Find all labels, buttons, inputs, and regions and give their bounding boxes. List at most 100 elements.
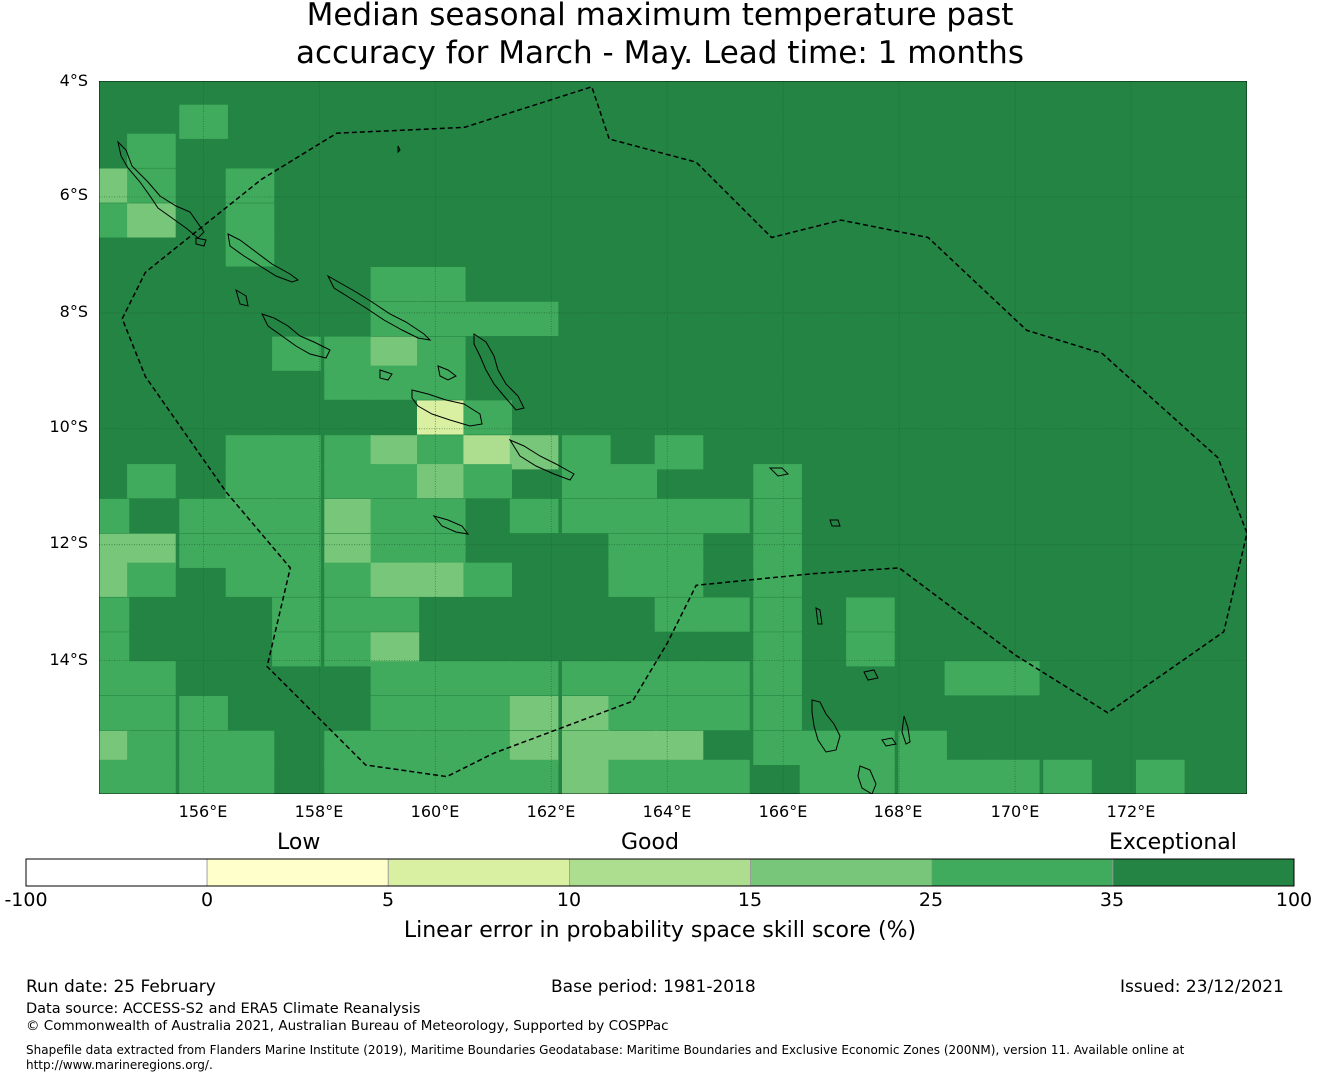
lon-label-162e: 162°E xyxy=(526,802,576,821)
grid-cell xyxy=(608,730,657,765)
lat-label-14s: 14°S xyxy=(49,650,88,669)
coastline-santa-cruz xyxy=(768,467,790,477)
grid-cell xyxy=(562,759,611,794)
coastline-shortland xyxy=(195,237,207,247)
colorbar-label: Linear error in probability space skill … xyxy=(403,918,917,943)
issued-date: Issued: 23/12/2021 xyxy=(1120,977,1284,997)
coastline-guadalcanal xyxy=(411,389,483,427)
grid-cell xyxy=(701,498,750,534)
grid-cell xyxy=(463,759,512,794)
grid-cell xyxy=(324,759,373,794)
grid-cell xyxy=(753,562,802,597)
grid-cell xyxy=(608,661,657,696)
grid-cell xyxy=(509,301,559,336)
lat-label-10s: 10°S xyxy=(49,417,88,436)
grid-cell xyxy=(99,533,130,568)
data-source: Data source: ACCESS-S2 and ERA5 Climate … xyxy=(26,1001,421,1017)
grid-cell xyxy=(562,730,611,765)
shapefile-credit-line1: Shapefile data extracted from Flanders M… xyxy=(26,1043,1185,1057)
coastline-rennell xyxy=(432,515,470,535)
grid-cell xyxy=(846,597,895,632)
grid-cell xyxy=(898,730,947,765)
grid-cell xyxy=(463,464,512,499)
grid-cell xyxy=(1136,759,1185,794)
coastline-santa-isabel xyxy=(326,274,432,341)
grid-cell xyxy=(417,365,466,400)
grid-cell xyxy=(701,597,750,632)
grid-cell xyxy=(509,759,559,794)
grid-cell xyxy=(898,759,947,794)
grid-cell xyxy=(99,730,130,765)
grid-cell xyxy=(701,696,750,731)
lon-label-164e: 164°E xyxy=(642,802,692,821)
colorbar-tick: 10 xyxy=(556,889,582,911)
grid-cell xyxy=(701,759,750,794)
grid-cell xyxy=(753,632,802,667)
grid-cell xyxy=(370,301,420,336)
grid-cell xyxy=(127,133,176,168)
grid-cell xyxy=(753,661,802,696)
grid-cell xyxy=(99,661,130,696)
grid-cell xyxy=(417,267,466,302)
grid-cell xyxy=(799,759,849,794)
colorbar-segment xyxy=(25,858,208,887)
lon-label-170e: 170°E xyxy=(990,802,1040,821)
grid-cell xyxy=(272,498,321,534)
grid-cell xyxy=(463,696,512,731)
grid-cell xyxy=(99,203,130,238)
colorbar-tick: 35 xyxy=(1099,889,1125,911)
grid-cell xyxy=(654,498,704,534)
grid-cell xyxy=(272,336,321,371)
lon-label-168e: 168°E xyxy=(873,802,923,821)
coastline-maewo xyxy=(901,715,911,745)
grid-cell xyxy=(562,435,611,470)
grid-cell xyxy=(654,730,704,765)
coastline-vanikoro xyxy=(829,519,841,527)
grid-cell xyxy=(225,759,275,794)
colorbar-tick: 5 xyxy=(381,889,395,911)
grid-cell xyxy=(225,232,275,267)
grid-cell xyxy=(654,562,704,597)
coastline-espiritu-santo xyxy=(811,699,841,753)
grid-cell xyxy=(324,336,373,371)
grid-cell xyxy=(654,533,704,568)
grid-cell xyxy=(562,464,611,499)
grid-cell xyxy=(272,562,321,597)
grid-cell xyxy=(701,661,750,696)
colorbar xyxy=(25,858,1295,887)
grid-cell xyxy=(99,562,130,597)
grid-cell xyxy=(225,203,275,238)
colorbar-tick: 0 xyxy=(200,889,214,911)
grid-cell xyxy=(324,464,373,499)
lat-label-12s: 12°S xyxy=(49,533,88,552)
grid-cell xyxy=(417,730,466,765)
grid-cell xyxy=(463,661,512,696)
colorbar-frame xyxy=(25,858,1295,887)
grid-cell xyxy=(370,696,420,731)
grid-cell xyxy=(846,632,895,667)
title-line-2: accuracy for March - May. Lead time: 1 m… xyxy=(296,35,1024,71)
grid-cell xyxy=(608,696,657,731)
grid-cell xyxy=(509,498,559,534)
grid-cell xyxy=(370,759,420,794)
grid-cell xyxy=(370,464,420,499)
grid-cell xyxy=(225,730,275,765)
grid-cell xyxy=(654,759,704,794)
grid-cell xyxy=(753,464,802,499)
grid-cell xyxy=(509,661,559,696)
coastline-russell xyxy=(379,369,393,381)
colorbar-segment xyxy=(750,858,933,887)
coastlines xyxy=(117,140,911,794)
grid-cell xyxy=(370,267,420,302)
grid-cell xyxy=(463,301,512,336)
grid-cell xyxy=(127,464,176,499)
grid-cell xyxy=(127,533,176,568)
grid-cell xyxy=(370,498,420,534)
grid-cell xyxy=(225,464,275,499)
grid-cell xyxy=(127,759,176,794)
grid-cell xyxy=(846,730,895,765)
coastline-new-georgia xyxy=(261,313,331,359)
grid-cell xyxy=(417,759,466,794)
map-title: Median seasonal maximum temperature past… xyxy=(0,0,1320,72)
grid-cell xyxy=(127,203,176,238)
